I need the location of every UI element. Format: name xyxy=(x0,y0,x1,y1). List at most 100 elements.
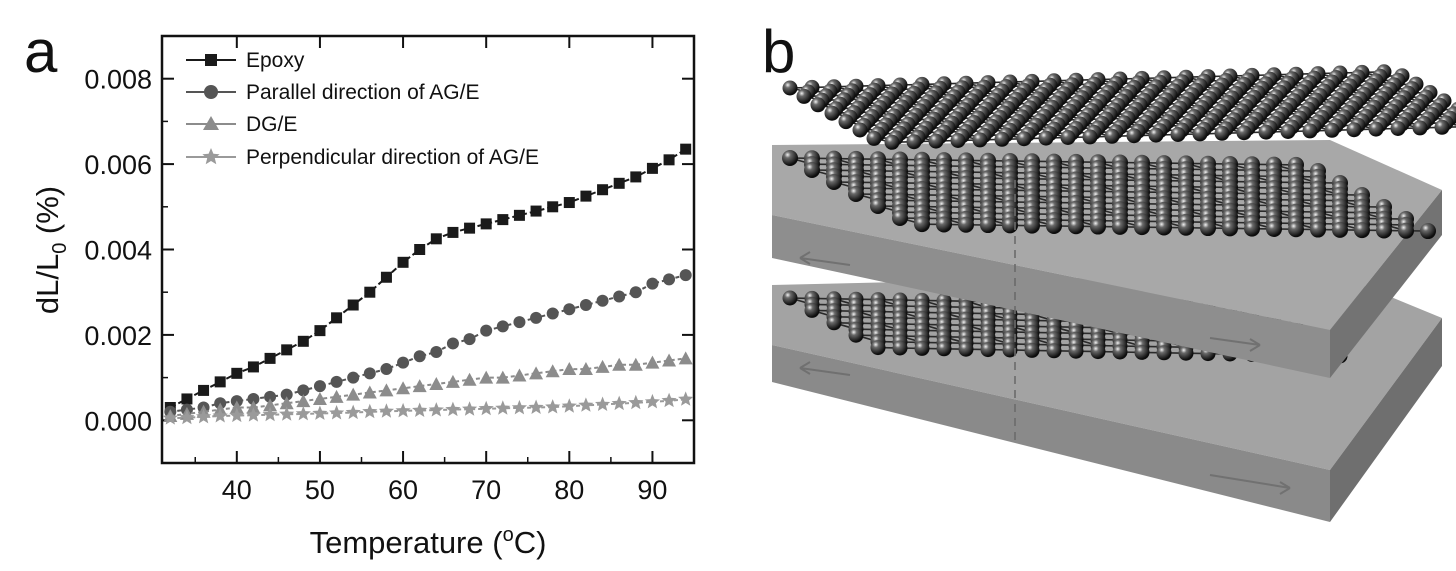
carbon-atom xyxy=(848,186,864,202)
data-point-circle xyxy=(579,299,592,312)
carbon-atom xyxy=(1244,220,1260,237)
data-point-square xyxy=(580,190,592,202)
panel-b-label: b xyxy=(762,18,795,85)
data-point-triangle xyxy=(296,394,311,408)
data-point-circle xyxy=(446,337,459,350)
data-point-square xyxy=(646,162,658,174)
data-point-square xyxy=(314,325,326,337)
data-point-star xyxy=(179,409,195,425)
data-point-star xyxy=(428,402,444,417)
upper-graphene-layer xyxy=(782,150,1436,240)
carbon-atom xyxy=(1038,130,1054,146)
carbon-atom xyxy=(1060,130,1076,145)
carbon-atom xyxy=(1324,122,1340,138)
carbon-atom xyxy=(824,105,840,121)
carbon-atom xyxy=(1398,222,1414,239)
data-point-star xyxy=(212,408,228,423)
carbon-atom xyxy=(928,133,944,149)
data-point-triangle xyxy=(628,357,643,371)
carbon-atom xyxy=(1192,126,1208,142)
data-point-star xyxy=(661,392,677,408)
data-point-circle xyxy=(480,324,493,337)
data-point-triangle xyxy=(462,372,477,386)
arrow-upper-left xyxy=(799,251,851,266)
carbon-atom xyxy=(804,162,820,178)
chart-panel-a: a 40 50 60 70 80 90 0.000 0.002 0.004 0.006 0.008… xyxy=(24,18,696,560)
data-point-triangle xyxy=(595,359,610,373)
data-point-square xyxy=(663,154,675,166)
carbon-atom xyxy=(1148,127,1164,143)
series-line-3 xyxy=(170,357,686,417)
carbon-atom xyxy=(870,198,886,214)
data-point-square xyxy=(430,233,442,245)
data-point-triangle xyxy=(479,370,494,384)
data-point-circle xyxy=(530,311,543,324)
carbon-atom xyxy=(1214,125,1230,141)
data-point-square xyxy=(630,171,642,183)
data-point-square xyxy=(464,222,476,234)
carbon-atom xyxy=(1090,344,1106,360)
carbon-atom xyxy=(950,133,966,148)
data-point-circle xyxy=(247,392,260,405)
legend-item-perpendicular: Perpendicular direction of AG/E xyxy=(186,146,539,169)
data-point-triangle xyxy=(362,385,377,399)
carbon-atom xyxy=(1002,342,1018,358)
data-point-star xyxy=(245,407,261,422)
data-point-square xyxy=(613,177,625,189)
data-point-circle xyxy=(380,363,393,376)
legend: Epoxy Parallel direction of AG/E DG/E Pe… xyxy=(186,49,539,169)
lower-slab-front xyxy=(772,345,1330,522)
carbon-atom xyxy=(914,216,930,233)
x-tick-label: 80 xyxy=(554,475,584,505)
upper-slab-side xyxy=(1330,190,1442,378)
carbon-atom xyxy=(1332,221,1348,238)
carbon-atom xyxy=(866,130,882,146)
legend-item-epoxy: Epoxy xyxy=(186,49,305,72)
data-point-star xyxy=(511,399,527,415)
data-point-triangle xyxy=(429,377,444,391)
carbon-atom xyxy=(1302,123,1318,139)
data-point-star xyxy=(362,403,378,419)
data-point-star xyxy=(412,402,428,417)
carbon-atom xyxy=(958,341,974,357)
carbon-atom xyxy=(980,342,996,358)
y-axis-title: dL/L0 (%) xyxy=(30,186,71,314)
data-point-circle xyxy=(496,320,509,333)
carbon-atom xyxy=(1024,217,1040,234)
carbon-atom xyxy=(1112,218,1128,235)
carbon-atom xyxy=(1310,221,1326,238)
carbon-atom xyxy=(1112,344,1128,360)
carbon-atom xyxy=(1046,217,1062,234)
carbon-atom xyxy=(1046,343,1062,359)
carbon-atom xyxy=(838,114,854,130)
data-point-star xyxy=(329,405,345,420)
carbon-atom xyxy=(826,315,842,331)
carbon-atom xyxy=(852,122,868,138)
series-line-2 xyxy=(170,274,686,413)
schematic-panel-b: b xyxy=(762,18,1456,522)
data-point-star xyxy=(561,398,577,413)
carbon-atom xyxy=(936,216,952,233)
data-point-square xyxy=(214,376,226,388)
data-point-circle xyxy=(646,277,659,290)
data-point-star xyxy=(262,406,278,422)
data-point-star xyxy=(678,391,694,406)
carbon-atom xyxy=(1288,221,1304,238)
data-point-triangle xyxy=(279,396,294,410)
carbon-atom xyxy=(782,80,798,96)
carbon-atom xyxy=(1390,121,1406,136)
data-point-triangle xyxy=(678,351,693,365)
data-point-circle xyxy=(513,316,526,329)
data-point-triangle xyxy=(396,381,411,395)
data-point-star xyxy=(196,408,212,424)
y-axis-ticks: 0.000 0.002 0.004 0.006 0.008 xyxy=(84,65,694,464)
data-point-square xyxy=(364,286,376,298)
carbon-atom xyxy=(914,340,930,356)
data-point-circle xyxy=(663,273,676,286)
data-point-circle xyxy=(413,350,426,363)
data-point-square xyxy=(231,367,243,379)
carbon-atom xyxy=(1420,223,1436,240)
y-tick-label: 0.000 xyxy=(84,406,152,436)
carbon-atom xyxy=(1016,131,1032,147)
